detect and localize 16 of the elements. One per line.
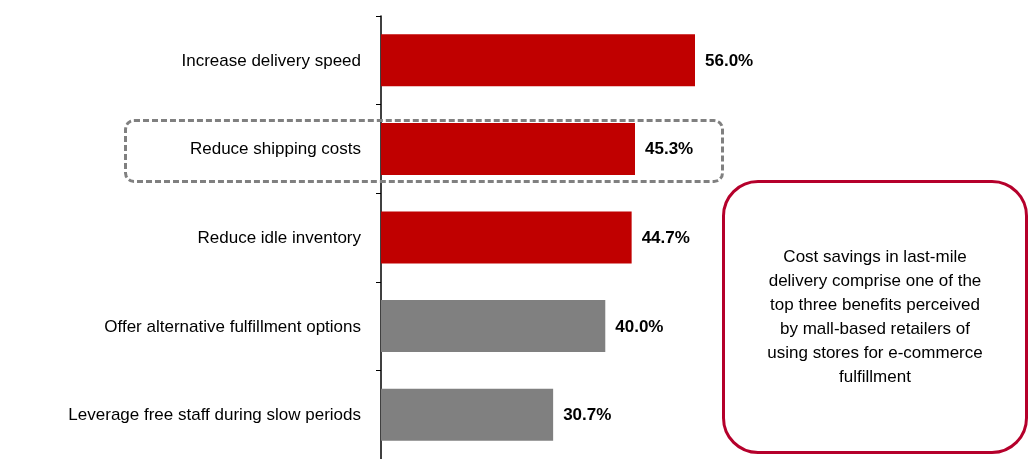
data-label: 30.7% [563, 405, 612, 425]
data-label: 45.3% [645, 139, 694, 159]
bar [381, 388, 554, 441]
bar [381, 122, 635, 175]
bar [381, 300, 606, 353]
y-tick-label: Leverage free staff during slow periods [68, 405, 361, 425]
y-tick-label: Reduce shipping costs [189, 139, 361, 159]
data-label: 44.7% [641, 228, 690, 247]
text: Cost savings in last-mile delivery comprise one of the top three benefits perceived by mall-based retailers of using stores for e-commerce fulfillment [766, 246, 984, 388]
y-tick-label: Increase delivery speed [181, 50, 361, 70]
data-label: 40.0% [615, 316, 664, 336]
y-tick-label: Reduce idle inventory [197, 228, 362, 247]
data-label: 56.0% [705, 50, 754, 70]
y-tick-label: Offer alternative fulfillment options [104, 316, 361, 336]
bar [381, 34, 695, 87]
bar [381, 211, 632, 264]
